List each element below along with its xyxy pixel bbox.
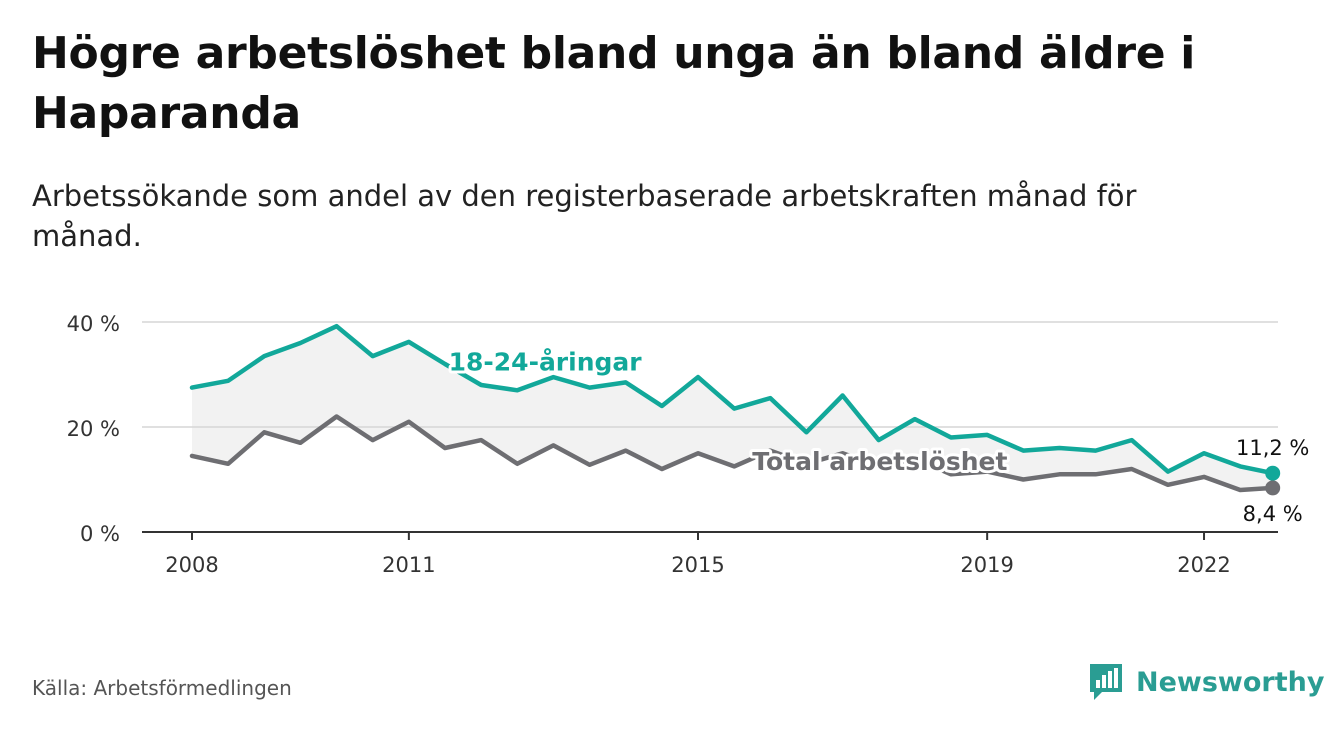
end-marker	[1265, 480, 1281, 496]
y-tick-label: 40 %	[67, 312, 120, 336]
gridlines	[142, 321, 1278, 428]
series-label-youth: 18-24-åringar	[449, 347, 643, 376]
line-chart: 11,2 % 8,4 % 18-24-åringar Total arbetslösh…	[67, 312, 1310, 577]
x-tick-label: 2011	[382, 553, 435, 577]
brand-logo: Newsworthy	[1088, 660, 1324, 704]
chart-subtitle: Arbetssökande som andel av den registerb…	[32, 179, 1137, 253]
series-line	[189, 414, 1275, 493]
newsworthy-logo-icon	[1090, 664, 1122, 700]
end-marker	[1265, 465, 1281, 481]
x-tick-label: 2019	[960, 553, 1013, 577]
y-tick-label: 20 %	[67, 417, 120, 441]
end-value-label: 8,4 %	[1243, 502, 1303, 526]
x-tick-label: 2022	[1177, 553, 1230, 577]
y-tick-label: 0 %	[80, 522, 120, 546]
series-layer	[189, 323, 1275, 493]
series-line	[189, 323, 1275, 476]
labels-layer: 11,2 % 8,4 % 18-24-åringar Total arbetslösh…	[446, 344, 1310, 526]
end-value-label: 11,2 %	[1236, 436, 1309, 460]
chart-title: Högre arbetslöshet bland unga än bland ä…	[32, 28, 1196, 139]
axes: 0 % 20 % 40 % 2008 2011 2015 2019 2022	[67, 312, 1278, 577]
x-tick-label: 2015	[671, 553, 724, 577]
source-note: Källa: Arbetsförmedlingen	[32, 676, 292, 700]
series-label-total: Total arbetslöshet	[752, 447, 1007, 476]
brand-name: Newsworthy	[1136, 666, 1325, 698]
x-tick-label: 2008	[165, 553, 218, 577]
